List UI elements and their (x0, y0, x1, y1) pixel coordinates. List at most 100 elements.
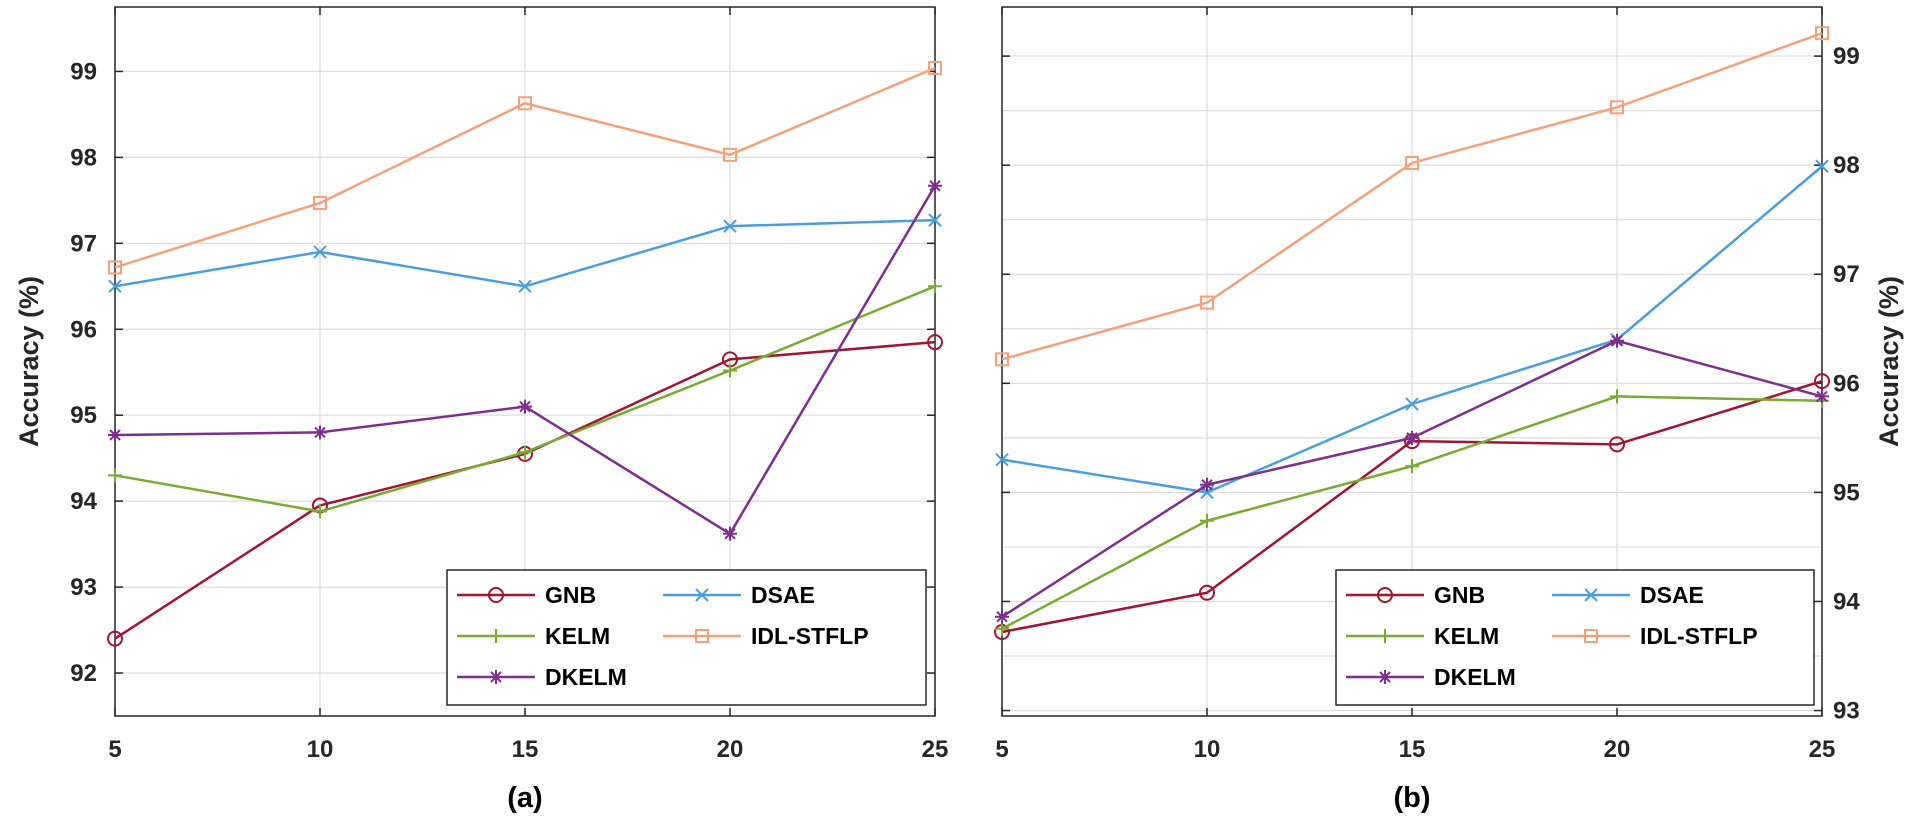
legend-item-gnb: GNB (457, 582, 596, 608)
data-point (313, 245, 327, 259)
y-tick-label: 95 (1833, 479, 1860, 506)
data-point (313, 504, 327, 519)
legend-item-kelm: KELM (457, 623, 610, 649)
y-tick-label: 97 (70, 230, 97, 257)
data-point (518, 399, 532, 414)
chart-caption: (a) (507, 782, 542, 814)
data-point (928, 279, 942, 294)
data-point (1200, 513, 1214, 528)
data-point (928, 61, 942, 76)
y-tick-label: 93 (1833, 698, 1860, 725)
data-point (723, 363, 737, 378)
data-point (108, 427, 122, 442)
legend-marker (1584, 629, 1598, 643)
data-point (1610, 389, 1624, 404)
series-dkelm (108, 178, 942, 541)
series-line (114, 66, 936, 269)
y-tick-label: 96 (1833, 370, 1860, 397)
data-point (995, 621, 1009, 636)
x-tick-label: 25 (1809, 736, 1836, 763)
y-tick-label: 98 (1833, 152, 1860, 179)
data-point (1405, 430, 1419, 445)
data-point (1610, 100, 1624, 115)
data-point (313, 195, 327, 210)
legend-label: DSAE (1640, 582, 1704, 608)
series-idl-stflp (995, 26, 1829, 367)
y-tick-label: 97 (1833, 261, 1860, 288)
data-point (995, 452, 1009, 467)
legend-label: DSAE (751, 582, 815, 608)
legend-label: DKELM (545, 664, 627, 690)
x-tick-label: 25 (922, 736, 949, 763)
data-point (108, 468, 122, 483)
legend-marker (489, 670, 503, 684)
legend-item-dsae: DSAE (663, 582, 815, 608)
legend-marker (488, 587, 504, 603)
data-point (723, 219, 737, 233)
series-line (1001, 32, 1823, 361)
y-tick-label: 94 (1833, 588, 1860, 615)
y-tick-label: 98 (70, 144, 97, 171)
data-point (1405, 155, 1419, 170)
data-point (518, 96, 532, 111)
y-axis-label: Accuracy (%) (14, 276, 44, 447)
legend-label: KELM (545, 623, 610, 649)
data-point (1815, 389, 1829, 404)
data-point (107, 630, 123, 647)
legend: GNB DSAE KELM IDL-STFLP DKELM (446, 569, 927, 706)
x-tick-label: 15 (512, 736, 539, 763)
legend-label: GNB (1434, 582, 1485, 608)
data-point (518, 279, 532, 294)
data-point (927, 334, 943, 351)
legend-marker (1378, 629, 1392, 643)
series-kelm (108, 279, 942, 519)
data-point (995, 609, 1009, 624)
data-point (1405, 459, 1419, 474)
legend-item-idl-stflp: IDL-STFLP (663, 623, 869, 649)
x-tick-label: 10 (307, 736, 334, 763)
legend: GNB DSAE KELM IDL-STFLP DKELM (1335, 569, 1815, 706)
legend-label: GNB (545, 582, 596, 608)
legend-item-dkelm: DKELM (457, 664, 627, 690)
y-axis-label: Accuracy (%) (1874, 276, 1904, 447)
y-tick-label: 99 (70, 58, 97, 85)
legend-box (446, 569, 927, 706)
legend-marker (1584, 588, 1598, 602)
data-point (723, 526, 737, 541)
y-tick-label: 96 (70, 316, 97, 343)
data-point (1814, 373, 1830, 390)
data-point (723, 147, 737, 162)
x-tick-label: 20 (717, 736, 744, 763)
chart-caption: (b) (1393, 782, 1430, 814)
data-point (1405, 397, 1419, 411)
legend-marker (489, 629, 503, 643)
data-point (995, 352, 1009, 367)
series-dkelm (995, 333, 1829, 624)
data-point (313, 425, 327, 440)
y-tick-label: 94 (70, 488, 97, 515)
series-dsae (108, 213, 942, 294)
legend-label: DKELM (1434, 664, 1516, 690)
chart-b: 5 10 15 20 25 93 94 95 96 97 98 99 Accuracy (%) (b) GN… (994, 6, 1904, 814)
data-point (1199, 584, 1215, 601)
data-point (518, 445, 532, 460)
x-tick-label: 20 (1604, 736, 1631, 763)
axes-box (114, 6, 936, 717)
y-tick-label: 95 (70, 402, 97, 429)
legend-item-dsae: DSAE (1552, 582, 1704, 608)
data-point (108, 279, 122, 294)
series-idl-stflp (108, 61, 942, 275)
x-tick-label: 5 (108, 736, 121, 763)
x-tick-label: 10 (1194, 736, 1221, 763)
legend-box (1335, 569, 1815, 706)
legend-label: KELM (1434, 623, 1499, 649)
y-tick-label: 99 (1833, 43, 1860, 70)
data-point (928, 178, 942, 193)
data-point (1200, 477, 1214, 492)
grid (114, 7, 936, 716)
legend-item-gnb: GNB (1346, 582, 1485, 608)
x-tick-label: 15 (1399, 736, 1426, 763)
data-point (928, 213, 942, 227)
legend-item-dkelm: DKELM (1346, 664, 1516, 690)
